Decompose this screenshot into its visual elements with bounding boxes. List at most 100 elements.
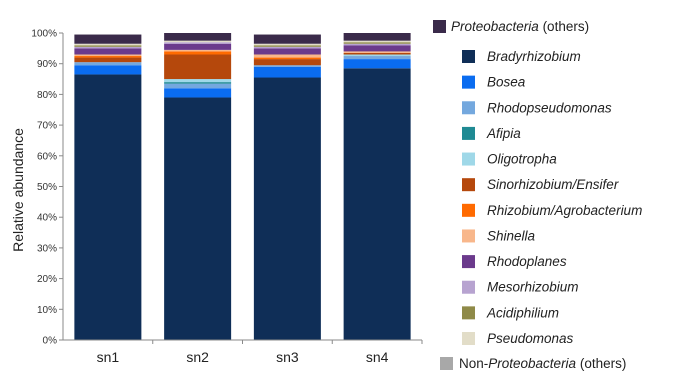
bar-segment xyxy=(74,45,142,47)
bar-segment xyxy=(343,52,411,55)
x-tick-label: sn2 xyxy=(186,349,209,365)
bar-segment xyxy=(253,57,321,60)
legend-swatch xyxy=(462,229,475,243)
bar-segment xyxy=(343,40,411,43)
bar-segment xyxy=(343,56,411,60)
legend-swatch xyxy=(440,357,453,370)
legend-label: Pseudomonas xyxy=(487,331,574,346)
legend-item: Oligotropha xyxy=(462,152,557,167)
legend-swatch xyxy=(462,152,475,166)
legend-swatch xyxy=(462,101,475,115)
bar-segment xyxy=(164,33,232,41)
bar-segment xyxy=(164,97,232,340)
legend-label: Non-Proteobacteria (others) xyxy=(459,356,626,371)
legend-label: Mesorhizobium xyxy=(487,280,579,295)
legend: Proteobacteria (others) Bradyrhizobium Bos… xyxy=(433,19,642,371)
x-axis: sn1 sn2 sn3 sn4 xyxy=(63,339,423,365)
legend-label: Bradyrhizobium xyxy=(487,49,581,64)
legend-item: Rhodoplanes xyxy=(462,254,567,269)
legend-swatch xyxy=(462,75,475,89)
y-tick-label: 10% xyxy=(37,305,57,316)
bar-segment xyxy=(74,54,142,57)
bar-segment xyxy=(164,83,232,89)
bar-segment xyxy=(253,77,321,340)
bar-segment xyxy=(253,48,321,55)
bar-segment xyxy=(74,74,142,340)
y-tick-label: 50% xyxy=(37,182,57,193)
y-tick-label: 0% xyxy=(43,336,58,347)
legend-swatch xyxy=(462,50,475,63)
bar-segment xyxy=(343,59,411,69)
legend-label: Oligotropha xyxy=(487,152,557,167)
bar-segment xyxy=(343,43,411,46)
bar-segment xyxy=(343,33,411,41)
y-tick-label: 70% xyxy=(37,121,57,132)
legend-swatch xyxy=(462,332,475,345)
bar-segment xyxy=(253,66,321,78)
bar-segment xyxy=(253,43,321,46)
legend-label: Rhizobium/Agrobacterium xyxy=(487,203,642,218)
legend-item: Afipia xyxy=(462,126,521,141)
bar-segment xyxy=(164,40,232,43)
legend-label: Acidiphilium xyxy=(486,305,559,320)
y-tick-label: 100% xyxy=(31,29,57,40)
legend-swatch xyxy=(433,20,446,33)
legend-swatch xyxy=(462,126,475,140)
bar-segment xyxy=(343,54,411,57)
legend-item: Bradyrhizobium xyxy=(462,49,581,64)
y-tick-label: 60% xyxy=(37,151,57,162)
bar-segment xyxy=(164,79,232,83)
bar-segment xyxy=(164,51,232,55)
bar-segment xyxy=(164,88,232,98)
legend-swatch xyxy=(462,255,475,269)
bar-segment xyxy=(343,68,411,341)
bar-segment xyxy=(74,57,142,63)
legend-item: Shinella xyxy=(462,228,536,243)
y-axis-label: Relative abundance xyxy=(10,128,26,252)
bar-segment xyxy=(164,54,232,80)
bar-segment xyxy=(343,42,411,44)
bar-segment xyxy=(164,82,232,84)
legend-swatch xyxy=(462,203,475,217)
legend-label: Sinorhizobium/Ensifer xyxy=(487,177,619,192)
legend-label: Proteobacteria (others) xyxy=(451,19,589,34)
bar-segment xyxy=(164,49,232,52)
bar-segment xyxy=(253,34,321,44)
legend-label: Rhodopseudomonas xyxy=(487,100,612,115)
plot-area xyxy=(74,33,411,341)
legend-item: Sinorhizobium/Ensifer xyxy=(462,177,619,192)
bar-segment xyxy=(164,42,232,44)
legend-item: Rhodopseudomonas xyxy=(462,100,612,115)
y-tick-label: 90% xyxy=(37,59,57,70)
bar-segment xyxy=(253,65,321,67)
legend-label: Shinella xyxy=(487,228,536,243)
legend-item: Rhizobium/Agrobacterium xyxy=(462,203,642,218)
legend-swatch xyxy=(462,306,475,320)
bar-segment xyxy=(253,46,321,49)
legend-swatch xyxy=(462,178,475,192)
y-axis: 0% 10% 20% 30% 40% 50% 60% 70% 80% 90% 100% xyxy=(31,29,64,347)
bar-segment xyxy=(343,51,411,53)
bar-segment xyxy=(253,54,321,58)
y-tick-label: 40% xyxy=(37,213,57,224)
legend-label: Bosea xyxy=(487,75,526,90)
bar-segment xyxy=(74,46,142,49)
x-tick-label: sn3 xyxy=(276,349,299,365)
legend-item: Acidiphilium xyxy=(462,305,559,320)
y-tick-label: 30% xyxy=(37,243,57,254)
bar-segment xyxy=(74,34,142,44)
bar-segment xyxy=(74,43,142,46)
y-tick-label: 20% xyxy=(37,274,57,285)
bar-segment xyxy=(74,62,142,66)
legend-swatch xyxy=(462,280,475,294)
bar-segment xyxy=(74,56,142,58)
bar-segment xyxy=(74,65,142,75)
bar-segment xyxy=(164,43,232,50)
legend-label: Rhodoplanes xyxy=(487,254,567,269)
legend-item: Bosea xyxy=(462,75,526,90)
bar-segment xyxy=(343,45,411,52)
bar-segment xyxy=(74,48,142,55)
x-tick-label: sn1 xyxy=(97,349,120,365)
bar-segment xyxy=(253,59,321,66)
